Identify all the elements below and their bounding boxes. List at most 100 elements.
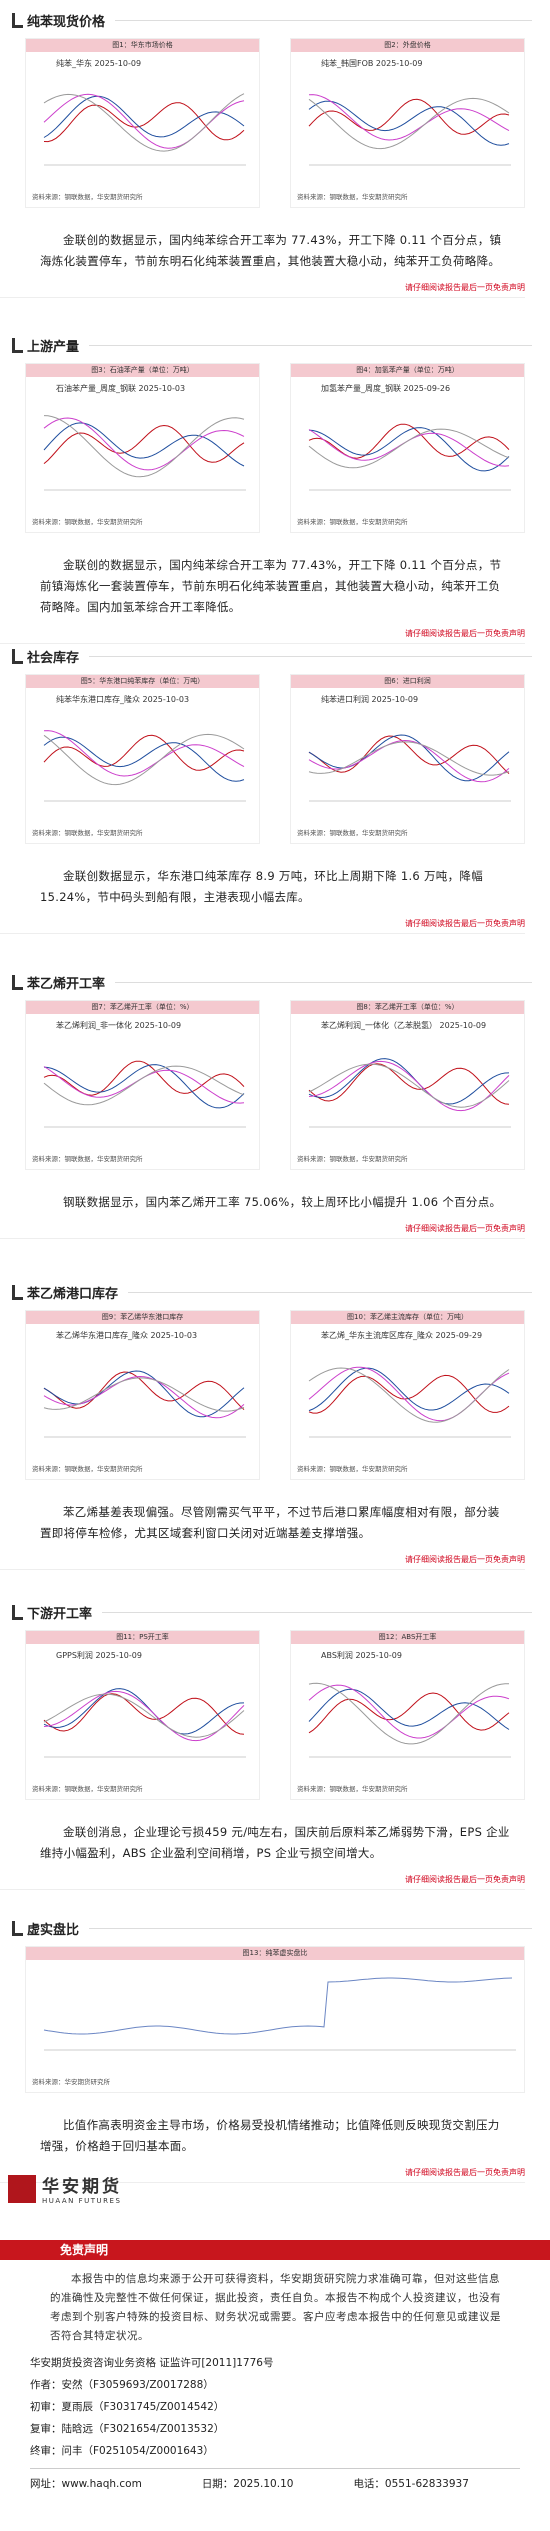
chart-placeholder-line bbox=[43, 1066, 245, 1104]
disclaimer-notice: 请仔细阅读报告最后一页免责声明 bbox=[0, 628, 525, 644]
chart-placeholder bbox=[308, 94, 511, 166]
chart-placeholder-line bbox=[308, 1063, 510, 1108]
website: 网址：www.haqh.com bbox=[30, 2478, 142, 2490]
chart-placeholder-line bbox=[43, 95, 245, 138]
chart-placeholder-line bbox=[43, 424, 245, 464]
chart-placeholder bbox=[308, 423, 511, 491]
figure-label: 图7：苯乙烯开工率（单位：%） bbox=[26, 1001, 259, 1014]
disclaimer-notice: 请仔细阅读报告最后一页免责声明 bbox=[0, 282, 525, 298]
section-heading: 苯乙烯港口库存 bbox=[12, 1282, 550, 1302]
chart-title: GPPS利润 2025-10-09 bbox=[56, 1651, 142, 1660]
chart-placeholder-line bbox=[43, 1377, 245, 1412]
figure-source: 资料来源：钢联数据，华安期货研究所 bbox=[297, 829, 408, 837]
figure-row: 图1：华东市场价格 纯苯_华东 2025-10-09 资料来源：钢联数据，华安期货研… bbox=[25, 38, 525, 208]
figure-source: 资料来源：钢联数据，华安期货研究所 bbox=[32, 829, 143, 837]
figure-panel: 图5：华东港口纯苯库存（单位：万吨） 纯苯华东港口库存_隆众 2025-10-03… bbox=[25, 674, 260, 844]
figure-label: 图9：苯乙烯华东港口库存 bbox=[26, 1311, 259, 1324]
chart-title: 加氢苯产量_周度_钢联 2025-09-26 bbox=[321, 384, 451, 393]
section: 下游开工率图11：PS开工率 GPPS利润 2025-10-09 资料来源：钢联数据… bbox=[0, 1592, 550, 1908]
chart-placeholder-line bbox=[43, 93, 245, 149]
section-heading: 虚实盘比 bbox=[12, 1918, 550, 1938]
section: 虚实盘比 图13：纯苯虚实盘比 资料来源：华安期货研究所 比值作高表明资金主导市场，价… bbox=[0, 1908, 550, 2183]
chart-placeholder-line bbox=[308, 423, 510, 459]
logo-mark bbox=[8, 2174, 36, 2203]
section-heading: 上游产量 bbox=[12, 335, 550, 355]
figure-panel: 图11：PS开工率 GPPS利润 2025-10-09 资料来源：钢联数据，华安期货… bbox=[25, 1630, 260, 1800]
section-heading: 社会库存 bbox=[12, 646, 550, 666]
figure-source: 资料来源：钢联数据，华安期货研究所 bbox=[297, 518, 408, 526]
figure-source: 资料来源：钢联数据，华安期货研究所 bbox=[32, 193, 143, 201]
figure-label: 图6：进口利润 bbox=[291, 675, 524, 688]
chart-placeholder-line bbox=[308, 429, 510, 467]
chart-placeholder-line bbox=[308, 1367, 510, 1412]
chart-placeholder-line bbox=[43, 1690, 245, 1742]
heading-text: 纯苯现货价格 bbox=[27, 14, 106, 30]
chart-title: 苯乙烯利润_非一体化 2025-10-09 bbox=[56, 1021, 182, 1030]
paragraph: 比值作高表明资金主导市场，价格易受投机情绪推动；比值降低则反映现货交割压力增强，… bbox=[40, 2118, 500, 2153]
chart-placeholder-line bbox=[43, 93, 245, 152]
heading-rule bbox=[128, 1291, 532, 1293]
figure-label: 图10：苯乙烯主流库存（单位：万吨） bbox=[291, 1311, 524, 1324]
figure-label: 图13：纯苯虚实盘比 bbox=[26, 1947, 524, 1960]
section: 苯乙烯开工率 图7：苯乙烯开工率（单位：%） 苯乙烯利润_非一体化 2025-10-… bbox=[0, 962, 550, 1272]
chart-placeholder-line bbox=[308, 1367, 510, 1423]
paragraph: 钢联数据显示，国内苯乙烯开工率 75.06%，较上周环比小幅提升 1.06 个百… bbox=[63, 1195, 502, 1209]
chart-placeholder-line bbox=[308, 1374, 510, 1414]
figure-panel: 图12：ABS开工率 ABS利润 2025-10-09 资料来源：钢联数据，华安期货… bbox=[290, 1630, 525, 1800]
heading-bracket bbox=[12, 1284, 23, 1300]
figure-panel: 图1：华东市场价格 纯苯_华东 2025-10-09 资料来源：钢联数据，华安期货研… bbox=[25, 38, 260, 208]
section-heading: 纯苯现货价格 bbox=[12, 10, 550, 30]
chart-placeholder bbox=[308, 1058, 511, 1128]
figure-source: 资料来源：钢联数据，华安期货研究所 bbox=[297, 1155, 408, 1163]
figure-panel: 图2：外盘价格 纯苯_韩国FOB 2025-10-09 资料来源：钢联数据，华安期货… bbox=[290, 38, 525, 208]
chart-placeholder-line bbox=[308, 94, 510, 141]
heading-text: 虚实盘比 bbox=[27, 1922, 80, 1938]
chart-title: 纯苯_华东 2025-10-09 bbox=[56, 59, 142, 68]
chart-placeholder bbox=[43, 1060, 246, 1128]
chart-placeholder bbox=[43, 1370, 246, 1438]
qualification: 华安期货投资咨询业务资格 证监许可[2011]1776号 bbox=[30, 2357, 274, 2369]
chart-placeholder bbox=[308, 1682, 511, 1758]
disclaimer-text: 本报告中的信息均来源于公开可获得资料，华安期货研究院力求准确可靠，但对这些信息的… bbox=[50, 2273, 501, 2342]
disclaimer-notice: 请仔细阅读报告最后一页免责声明 bbox=[0, 1874, 525, 1890]
chart-placeholder-line bbox=[308, 735, 510, 774]
heading-bracket bbox=[12, 12, 23, 28]
chart-placeholder bbox=[43, 1977, 516, 2051]
figure-label: 图8：苯乙烯开工率（单位：%） bbox=[291, 1001, 524, 1014]
chart-title: ABS利润 2025-10-09 bbox=[321, 1651, 402, 1660]
figure-row: 图11：PS开工率 GPPS利润 2025-10-09 资料来源：钢联数据，华安期货… bbox=[25, 1630, 525, 1800]
section: 上游产量图3：石油苯产量（单位：万吨） 石油苯产量_周度_钢联 2025-10-0… bbox=[0, 325, 550, 644]
chart-title: 纯苯华东港口库存_隆众 2025-10-03 bbox=[56, 695, 190, 704]
heading-text: 苯乙烯港口库存 bbox=[27, 1286, 119, 1302]
figure-row: 图5：华东港口纯苯库存（单位：万吨） 纯苯华东港口库存_隆众 2025-10-03… bbox=[25, 674, 525, 844]
chart-placeholder-line bbox=[308, 97, 510, 150]
chart-placeholder bbox=[43, 415, 246, 491]
second-review: 复审：陆晗远（F3021654/Z0013532） bbox=[30, 2423, 225, 2435]
chart-placeholder-line bbox=[308, 100, 510, 146]
heading-text: 下游开工率 bbox=[27, 1606, 93, 1622]
heading-rule bbox=[102, 1611, 532, 1613]
figure-source: 资料来源：钢联数据，华安期货研究所 bbox=[297, 193, 408, 201]
section: 纯苯现货价格图1：华东市场价格 纯苯_华东 2025-10-09 资料来源：钢联数据… bbox=[0, 0, 550, 325]
first-review: 初审：夏雨辰（F3031745/Z0014542） bbox=[30, 2401, 225, 2413]
heading-rule bbox=[89, 655, 532, 657]
heading-rule bbox=[115, 19, 532, 21]
section: 社会库存图5：华东港口纯苯库存（单位：万吨） 纯苯华东港口库存_隆众 2025-1… bbox=[0, 636, 550, 962]
chart-placeholder-line bbox=[43, 422, 245, 467]
chart-placeholder-line bbox=[43, 417, 245, 471]
heading-bracket bbox=[12, 1920, 23, 1936]
paragraph: 金联创的数据显示，国内纯苯综合开工率为 77.43%，开工下降 0.11 个百分… bbox=[40, 233, 502, 268]
paragraph: 金联创的数据显示，国内纯苯综合开工率为 77.43%，开工下降 0.11 个百分… bbox=[40, 558, 502, 614]
heading-bracket bbox=[12, 337, 23, 353]
figure-label: 图4：加氢苯产量（单位：万吨） bbox=[291, 364, 524, 377]
chart-placeholder-line bbox=[308, 1692, 510, 1734]
figure-label: 图12：ABS开工率 bbox=[291, 1631, 524, 1644]
chart-placeholder-line bbox=[308, 1682, 510, 1745]
figure-label: 图2：外盘价格 bbox=[291, 39, 524, 52]
chart-title: 苯乙烯_华东主流库区库存_隆众 2025-09-29 bbox=[321, 1331, 483, 1340]
heading-bracket bbox=[12, 648, 23, 664]
chart-placeholder-line bbox=[43, 1064, 245, 1109]
chart-placeholder-line bbox=[43, 1693, 245, 1738]
figure-row: 图3：石油苯产量（单位：万吨） 石油苯产量_周度_钢联 2025-10-03 资料来… bbox=[25, 363, 525, 533]
